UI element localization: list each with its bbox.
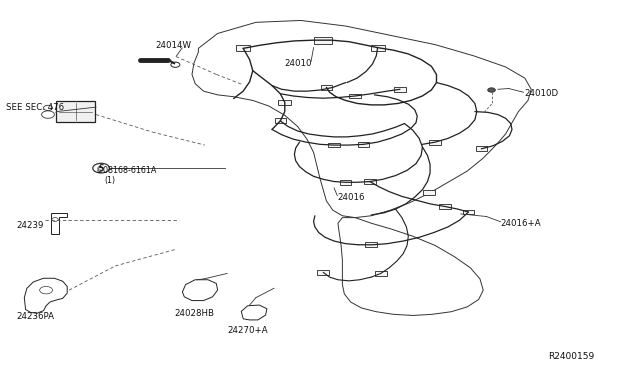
FancyBboxPatch shape: [371, 45, 385, 51]
FancyBboxPatch shape: [476, 146, 487, 151]
Text: 24236PA: 24236PA: [16, 312, 54, 321]
FancyBboxPatch shape: [340, 180, 351, 185]
FancyBboxPatch shape: [463, 210, 474, 214]
FancyBboxPatch shape: [278, 100, 291, 105]
Text: 24010D: 24010D: [525, 89, 559, 98]
Text: ©08168-6161A: ©08168-6161A: [96, 166, 157, 175]
FancyBboxPatch shape: [439, 204, 451, 209]
Text: 24028HB: 24028HB: [174, 309, 214, 318]
FancyBboxPatch shape: [394, 87, 406, 92]
FancyBboxPatch shape: [375, 271, 387, 276]
FancyBboxPatch shape: [349, 93, 361, 98]
FancyBboxPatch shape: [275, 118, 286, 123]
FancyBboxPatch shape: [364, 179, 376, 184]
FancyBboxPatch shape: [365, 243, 377, 247]
FancyBboxPatch shape: [314, 37, 332, 44]
FancyBboxPatch shape: [56, 101, 95, 122]
Text: 24016: 24016: [337, 193, 365, 202]
Text: 24016+A: 24016+A: [500, 219, 541, 228]
Text: 24239: 24239: [16, 221, 44, 230]
FancyBboxPatch shape: [358, 142, 369, 147]
Text: SEE SEC. 476: SEE SEC. 476: [6, 103, 65, 112]
FancyBboxPatch shape: [317, 270, 329, 275]
Text: 24010: 24010: [285, 59, 312, 68]
FancyBboxPatch shape: [321, 85, 332, 90]
Text: R2400159: R2400159: [548, 352, 594, 361]
FancyBboxPatch shape: [429, 140, 441, 144]
Text: 24014W: 24014W: [156, 41, 191, 50]
Circle shape: [488, 88, 495, 92]
Text: (1): (1): [104, 176, 115, 185]
Text: 24270+A: 24270+A: [227, 326, 268, 335]
Text: S: S: [99, 164, 104, 173]
FancyBboxPatch shape: [423, 190, 435, 195]
FancyBboxPatch shape: [328, 142, 340, 147]
FancyBboxPatch shape: [236, 45, 250, 51]
